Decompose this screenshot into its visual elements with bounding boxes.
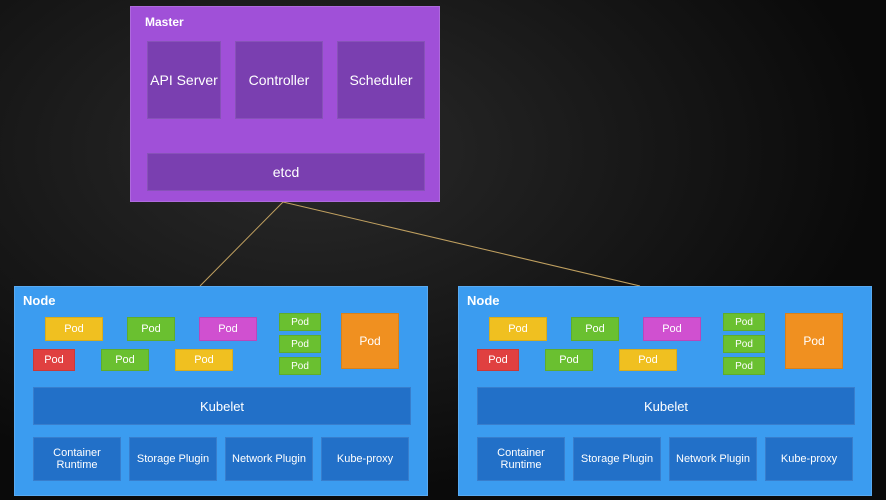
pod: Pod	[619, 349, 677, 371]
node-component-kube-proxy: Kube-proxy	[765, 437, 853, 481]
pod: Pod	[101, 349, 149, 371]
master-box-etcd: etcd	[147, 153, 425, 191]
node-component-container-runtime: Container Runtime	[477, 437, 565, 481]
node-component-storage-plugin: Storage Plugin	[573, 437, 661, 481]
kubelet-bar: Kubelet	[33, 387, 411, 425]
pod: Pod	[127, 317, 175, 341]
pod: Pod	[279, 313, 321, 331]
pod: Pod	[571, 317, 619, 341]
node-title: Node	[467, 293, 500, 308]
node-component-network-plugin: Network Plugin	[669, 437, 757, 481]
pod: Pod	[489, 317, 547, 341]
pod: Pod	[45, 317, 103, 341]
master-box-api-server: API Server	[147, 41, 221, 119]
pod: Pod	[477, 349, 519, 371]
pod: Pod	[723, 313, 765, 331]
node-title: Node	[23, 293, 56, 308]
pod: Pod	[723, 335, 765, 353]
pod: Pod	[643, 317, 701, 341]
pod: Pod	[279, 335, 321, 353]
node-panel-1: NodePodPodPodPodPodPodPodPodPodPodKubele…	[458, 286, 872, 496]
pod: Pod	[723, 357, 765, 375]
pod: Pod	[341, 313, 399, 369]
pod: Pod	[175, 349, 233, 371]
master-box-controller: Controller	[235, 41, 323, 119]
pod: Pod	[199, 317, 257, 341]
pod: Pod	[279, 357, 321, 375]
node-component-network-plugin: Network Plugin	[225, 437, 313, 481]
node-component-storage-plugin: Storage Plugin	[129, 437, 217, 481]
node-component-container-runtime: Container Runtime	[33, 437, 121, 481]
node-panel-0: NodePodPodPodPodPodPodPodPodPodPodKubele…	[14, 286, 428, 496]
pod: Pod	[785, 313, 843, 369]
master-title: Master	[145, 15, 184, 29]
pod: Pod	[545, 349, 593, 371]
master-panel: Master API ServerControllerScheduler etcd	[130, 6, 440, 202]
kubelet-bar: Kubelet	[477, 387, 855, 425]
pod: Pod	[33, 349, 75, 371]
master-box-scheduler: Scheduler	[337, 41, 425, 119]
node-component-kube-proxy: Kube-proxy	[321, 437, 409, 481]
